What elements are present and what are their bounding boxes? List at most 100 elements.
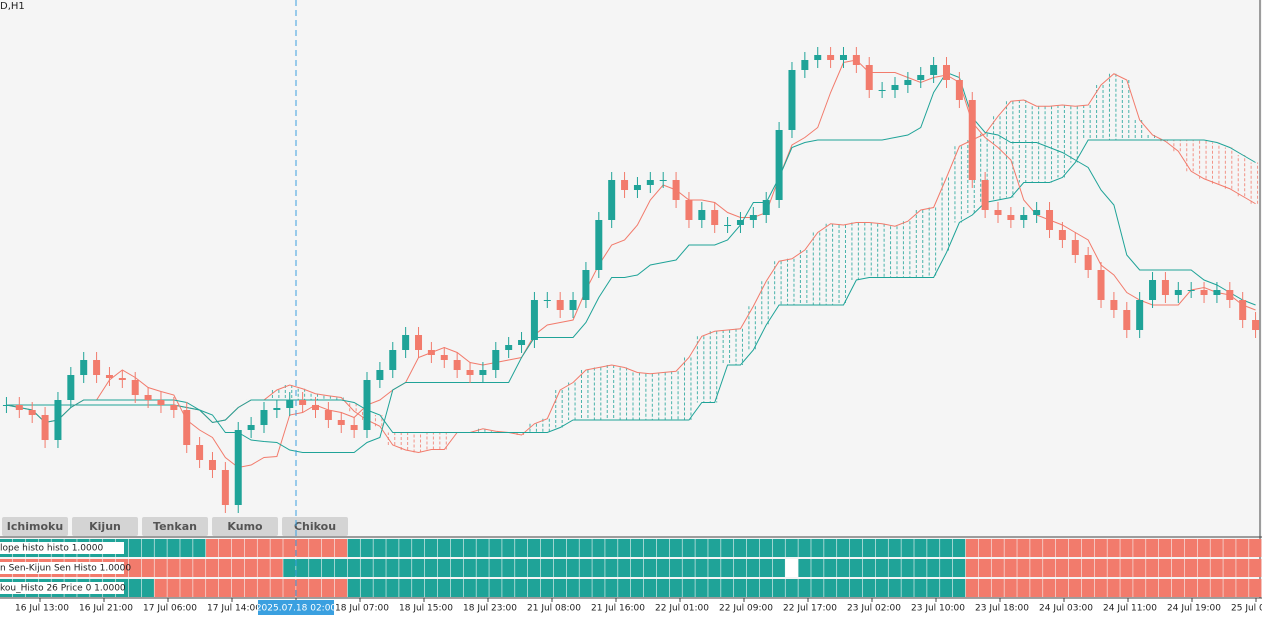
histo-cell — [978, 539, 991, 557]
histo-cell — [579, 579, 592, 597]
candle-body — [1161, 280, 1169, 295]
histo-cell — [283, 559, 296, 577]
histo-cell — [643, 559, 657, 577]
histo-cell — [978, 579, 991, 597]
histo-cell — [862, 579, 876, 597]
histo-cell — [605, 539, 618, 557]
histo-cell — [244, 559, 257, 577]
histo-cell — [476, 539, 489, 557]
histo-label-bg — [0, 562, 124, 574]
candle-body — [221, 470, 229, 505]
candle-body — [788, 70, 796, 130]
histo-cell — [1184, 559, 1198, 577]
histo-cell — [849, 559, 863, 577]
histo-cell — [540, 559, 554, 577]
histo-cell — [669, 579, 682, 597]
candle-body — [633, 185, 641, 190]
histo-cell — [1146, 559, 1159, 577]
candle-body — [286, 400, 294, 408]
histo-cell — [888, 579, 901, 597]
indicator-button-label[interactable]: Chikou — [294, 520, 336, 533]
indicator-button[interactable] — [2, 517, 68, 536]
candle-body — [402, 335, 410, 350]
histo-cell — [1081, 539, 1094, 557]
time-label: 21 Jul 08:00 — [527, 604, 581, 614]
histo-cell — [193, 559, 206, 577]
histo-cell — [321, 579, 335, 597]
histo-cell — [631, 579, 644, 597]
histo-cell — [656, 559, 670, 577]
histo-cell — [1094, 539, 1107, 557]
histo-cell — [373, 579, 386, 597]
candle-body — [1110, 300, 1118, 310]
candle-body — [376, 370, 384, 380]
histo-cell — [940, 539, 953, 557]
candle-body — [260, 410, 268, 425]
histo-cell — [257, 559, 270, 577]
histo-cell — [927, 539, 940, 557]
candle-body — [1187, 290, 1195, 291]
indicator-button-label[interactable]: Ichimoku — [7, 520, 63, 533]
histo-cell — [824, 579, 837, 597]
kijun-line — [6, 71, 1256, 453]
indicator-button-label[interactable]: Kijun — [89, 520, 121, 533]
histo-cell — [849, 539, 863, 557]
histo-cell — [373, 559, 386, 577]
indicator-button[interactable] — [142, 517, 208, 536]
histo-cell — [1223, 559, 1236, 577]
histo-cell — [785, 579, 798, 597]
candle-body — [1084, 255, 1092, 270]
histo-cell — [527, 559, 541, 577]
histo-cell — [141, 559, 154, 577]
time-label: 22 Jul 17:00 — [783, 604, 837, 614]
candle-body — [41, 415, 49, 440]
candle-body — [749, 215, 757, 220]
histo-cell — [180, 559, 193, 577]
candle-body — [273, 408, 281, 410]
indicator-button-label[interactable]: Tenkan — [153, 520, 197, 533]
candle-body — [505, 345, 513, 350]
candle-body — [67, 375, 75, 400]
candle-body — [118, 378, 126, 380]
indicator-button[interactable] — [282, 517, 348, 536]
histo-cell — [1107, 579, 1120, 597]
histo-cell — [128, 559, 142, 577]
histo-cell — [1043, 579, 1056, 597]
candle-body — [1033, 210, 1041, 215]
candle-body — [659, 180, 667, 181]
histo-cell — [1133, 559, 1146, 577]
histo-label-bg — [0, 582, 124, 594]
histo-cell — [270, 539, 283, 557]
histo-cell — [875, 559, 888, 577]
histo-label: kou_Histo 26 Price 0 1.0000 — [0, 584, 126, 594]
histo-cell — [940, 579, 953, 597]
histo-cell — [772, 539, 785, 557]
histo-cell — [721, 539, 734, 557]
histo-cell — [437, 559, 451, 577]
histo-cell — [759, 559, 773, 577]
histo-cell — [1223, 539, 1236, 557]
histo-cell — [618, 579, 631, 597]
histo-cell — [1107, 559, 1120, 577]
time-label: 18 Jul 07:00 — [335, 604, 389, 614]
histo-cell — [476, 579, 489, 597]
candle-body — [299, 400, 307, 405]
histo-cell — [128, 579, 142, 597]
indicator-button-label[interactable]: Kumo — [227, 520, 263, 533]
candle-body — [556, 300, 564, 310]
indicator-button[interactable] — [72, 517, 138, 536]
candle-body — [234, 430, 242, 505]
histo-cell — [708, 579, 721, 597]
histo-cell — [1030, 579, 1043, 597]
histo-cell — [824, 559, 837, 577]
histo-cell — [1158, 579, 1172, 597]
candle-body — [350, 425, 358, 430]
histo-cell — [965, 559, 979, 577]
time-label: 22 Jul 09:00 — [719, 604, 773, 614]
indicator-button[interactable] — [212, 517, 278, 536]
candle-body — [608, 180, 616, 220]
candle-body — [479, 370, 487, 375]
histo-cell — [798, 559, 811, 577]
histo-cell — [746, 579, 760, 597]
histo-cell — [991, 539, 1004, 557]
